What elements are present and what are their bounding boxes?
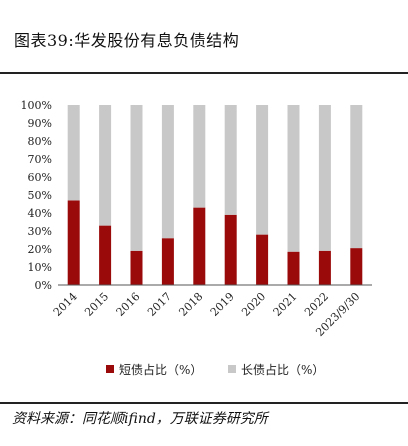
x-tick-label: 2018 xyxy=(176,290,205,319)
y-tick-label: 100% xyxy=(21,99,52,112)
legend: 短债占比（%） 长债占比（%） xyxy=(106,362,324,377)
bar-short-term xyxy=(350,248,363,285)
bar-short-term xyxy=(193,207,206,285)
source-note: 资料来源：同花顺ifind，万联证券研究所 xyxy=(12,411,268,427)
bar-long-term xyxy=(318,105,331,251)
bar-long-term xyxy=(130,105,143,251)
x-tick-label: 2019 xyxy=(208,290,237,319)
x-tick-label: 2014 xyxy=(51,290,80,319)
bar-long-term xyxy=(161,105,174,239)
bar-short-term xyxy=(318,250,331,285)
bar-long-term xyxy=(287,105,300,252)
bar-short-term xyxy=(161,238,174,285)
y-tick-label: 50% xyxy=(28,189,52,202)
x-tick-label: 2022 xyxy=(302,290,331,319)
y-tick-label: 20% xyxy=(28,243,52,256)
x-tick-label: 2016 xyxy=(114,290,143,319)
x-tick-label: 2015 xyxy=(82,290,111,319)
bar-short-term xyxy=(130,250,143,285)
y-tick-label: 60% xyxy=(28,171,52,184)
bar-long-term xyxy=(67,105,80,201)
bar-long-term xyxy=(99,105,112,226)
bar-short-term xyxy=(256,234,269,285)
y-tick-label: 90% xyxy=(28,117,52,130)
x-tick-label: 2017 xyxy=(145,290,174,319)
y-tick-label: 10% xyxy=(28,261,52,274)
bar-long-term xyxy=(350,105,363,249)
x-axis: 2014 2015 2016 2017 2018 2019 2020 2021 20222023… xyxy=(51,284,372,339)
bars xyxy=(67,105,363,285)
top-rule xyxy=(0,72,408,74)
bar-long-term xyxy=(224,105,237,215)
bar-short-term xyxy=(67,200,80,285)
y-tick-label: 70% xyxy=(28,153,52,166)
legend-swatch-short-term xyxy=(106,365,114,373)
bar-short-term xyxy=(99,225,112,285)
x-tick-label: 2021 xyxy=(271,290,300,319)
stacked-bar-chart: 0%10%20%30%40%50%60%70%80%90%100% 2014 20… xyxy=(21,99,372,377)
bar-long-term xyxy=(256,105,269,235)
y-axis: 0% 10% 20% 30% 40% 50% 60% 70% 80% 90% 100% xyxy=(21,99,52,292)
y-tick-label: 80% xyxy=(28,135,52,148)
y-tick-label: 0% xyxy=(35,279,52,292)
y-tick-label: 40% xyxy=(28,207,52,220)
bottom-rule xyxy=(0,402,408,404)
legend-label-short-term: 短债占比（%） xyxy=(119,362,202,377)
chart-title: 图表39:华发股份有息负债结构 xyxy=(14,31,240,50)
y-tick-label: 30% xyxy=(28,225,52,238)
x-tick-label: 2020 xyxy=(239,290,268,319)
bar-short-term xyxy=(224,214,237,285)
legend-swatch-long-term xyxy=(228,365,236,373)
bar-long-term xyxy=(193,105,206,208)
bar-short-term xyxy=(287,251,300,285)
legend-label-long-term: 长债占比（%） xyxy=(241,362,324,377)
